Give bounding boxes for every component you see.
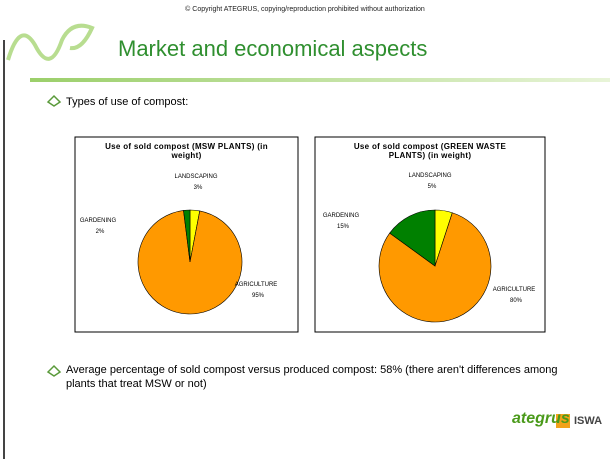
- swirl-logo: [6, 23, 95, 61]
- pie-slice: [378, 212, 492, 323]
- slice-label: LANDSCAPING: [408, 173, 451, 179]
- bullet: Types of use of compost:: [66, 96, 189, 108]
- pie-slice: [137, 210, 243, 315]
- chart-title: Use of sold compost (GREEN WASTE PLANTS)…: [353, 142, 507, 160]
- title-rule: [30, 78, 610, 82]
- pie-slice: [389, 209, 436, 267]
- chart-title: Use of sold compost (MSW PLANTS) (in wei…: [105, 142, 268, 160]
- copyright: © Copyright ATEGRUS, copying/reproductio…: [185, 6, 425, 13]
- slice-label: AGRICULTURE: [235, 282, 278, 288]
- bullet: Average percentage of sold compost versu…: [66, 364, 558, 390]
- slice-label: LANDSCAPING: [174, 174, 217, 180]
- slice-value-label: 2%: [96, 229, 105, 235]
- slice-label: GARDENING: [80, 218, 117, 224]
- slice-value-label: 80%: [510, 298, 523, 304]
- slice-value-label: 5%: [428, 184, 437, 190]
- pie-slice: [183, 209, 191, 263]
- bullet-icon: [46, 364, 62, 377]
- slice-value-label: 95%: [252, 293, 265, 299]
- bullet-icon: [46, 94, 62, 107]
- slide-title: Market and economical aspects: [118, 36, 428, 61]
- slice-label: GARDENING: [323, 213, 360, 219]
- slice-label: AGRICULTURE: [493, 287, 536, 293]
- iswa-icon: [556, 414, 570, 428]
- slice-value-label: 3%: [194, 185, 203, 191]
- logo-text: ISWA: [574, 415, 603, 427]
- logo-text: ategrus: [512, 410, 570, 427]
- slice-value-label: 15%: [337, 224, 350, 230]
